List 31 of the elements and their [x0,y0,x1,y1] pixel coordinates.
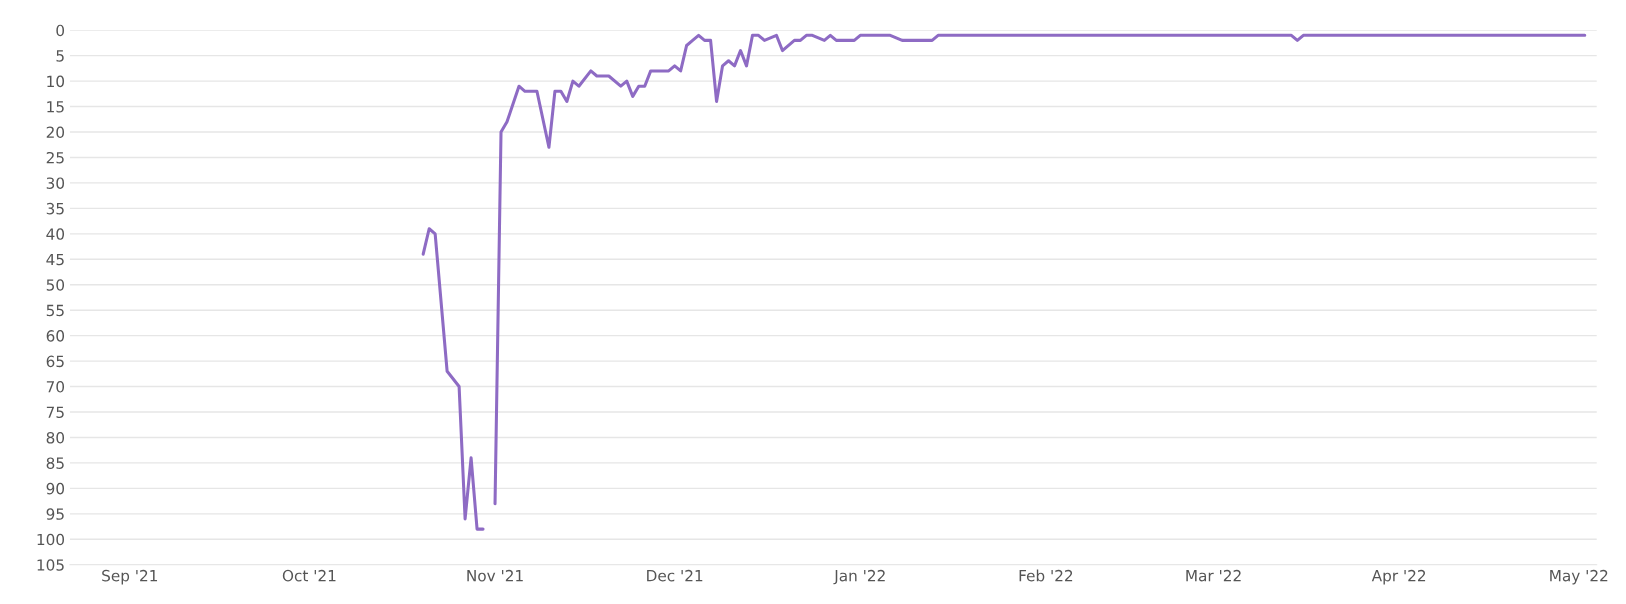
y-tick-label: 65 [46,355,64,368]
y-tick-label: 105 [37,559,64,571]
y-tick-label: 75 [46,406,64,419]
y-tick-label: 20 [46,126,65,139]
x-tick-label: Mar '22 [1186,569,1241,582]
y-tick-label: 55 [46,304,64,317]
x-tick-label: Dec '21 [647,569,703,582]
y-tick-label: 60 [46,330,65,342]
x-tick-label: Nov '21 [467,569,523,582]
y-tick-label: 10 [47,75,65,88]
y-tick-label: 40 [46,228,65,240]
y-tick-label: 85 [46,457,64,469]
y-tick-label: 35 [46,202,64,215]
x-tick-label: Feb '22 [1019,569,1073,582]
x-tick-label: Sep '21 [102,569,158,585]
y-tick-label: 45 [46,253,64,266]
y-tick-label: 100 [37,533,65,546]
x-tick-label: May '22 [1550,569,1608,585]
y-tick-label: 90 [46,482,65,495]
y-tick-label: 70 [46,381,65,393]
y-tick-label: 95 [46,508,64,520]
y-tick-label: 50 [46,279,65,291]
x-tick-label: Apr '22 [1371,569,1426,585]
y-tick-label: 80 [46,431,65,444]
y-tick-label: 30 [46,177,65,189]
y-tick-label: 0 [56,24,65,37]
x-tick-label: Oct '21 [282,569,336,582]
y-tick-label: 5 [56,50,64,62]
y-tick-label: 15 [47,101,64,113]
x-tick-label: Jan '22 [833,569,885,585]
y-tick-label: 25 [46,151,64,164]
